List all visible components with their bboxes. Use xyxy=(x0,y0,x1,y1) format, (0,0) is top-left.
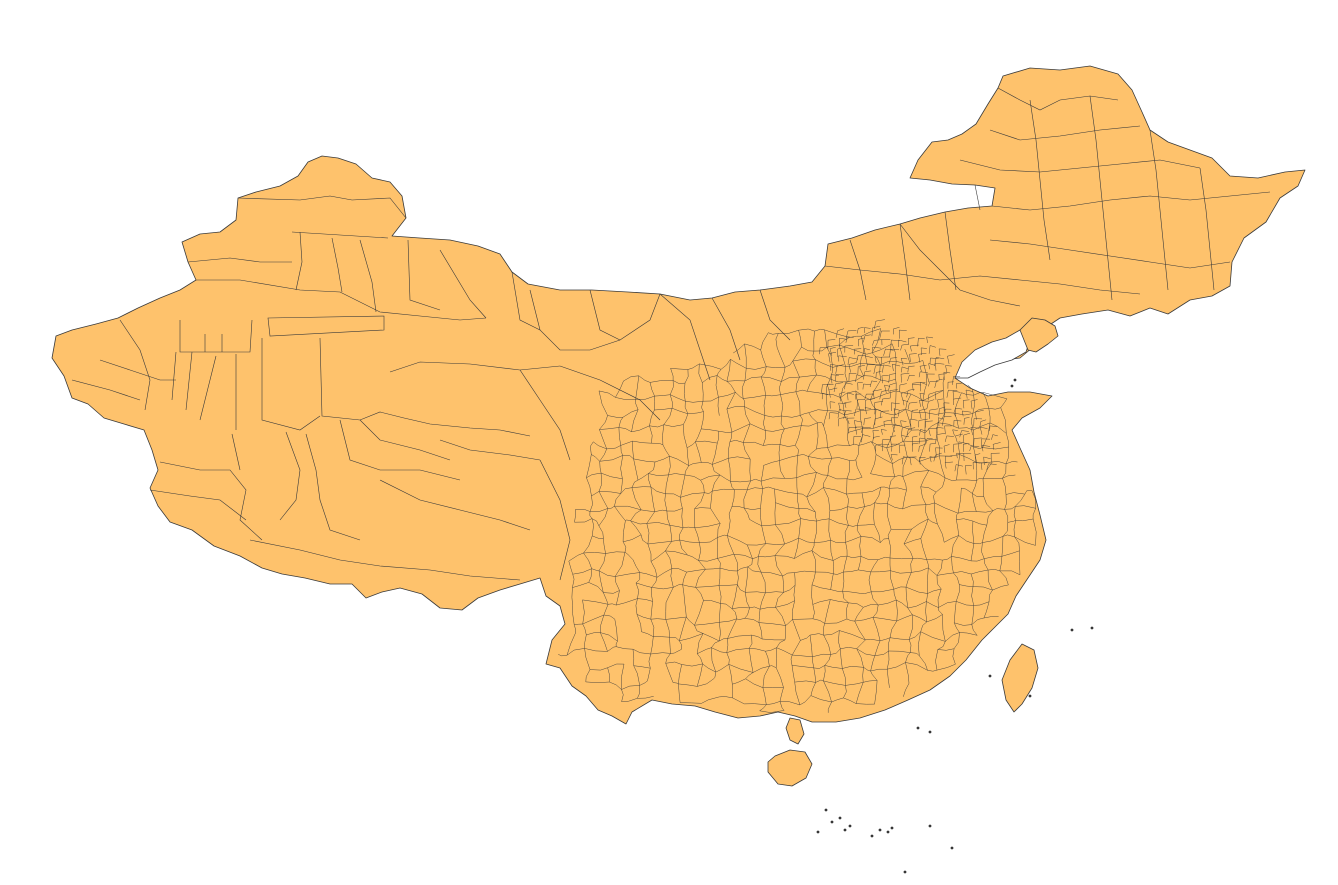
mainland-region xyxy=(51,65,1306,725)
liaodong-peninsula xyxy=(1019,317,1059,353)
islet xyxy=(890,826,894,830)
islet xyxy=(928,824,932,828)
leizhou-peninsula xyxy=(785,717,805,745)
south-china-sea-islets xyxy=(816,378,1094,874)
western-borders xyxy=(71,195,791,581)
islet xyxy=(1013,378,1017,382)
islet xyxy=(848,824,852,828)
islet xyxy=(903,870,907,874)
islet xyxy=(830,820,834,824)
county-borders xyxy=(558,319,1037,713)
islet xyxy=(870,834,874,838)
hainan-island xyxy=(767,749,813,787)
islet xyxy=(824,808,828,812)
islet xyxy=(950,846,954,850)
eastern-county-mesh xyxy=(558,319,1037,713)
islet xyxy=(1028,694,1032,698)
islet xyxy=(928,730,932,734)
islet xyxy=(838,816,842,820)
islet xyxy=(886,830,890,834)
islet xyxy=(916,726,920,730)
northeast-borders xyxy=(824,87,1271,307)
islet xyxy=(988,674,992,678)
islet xyxy=(1090,626,1094,630)
islet xyxy=(1070,628,1074,632)
islet xyxy=(1010,384,1014,388)
islet xyxy=(843,828,847,832)
islet xyxy=(816,830,820,834)
taiwan-island xyxy=(1001,643,1039,713)
islet xyxy=(878,828,882,832)
